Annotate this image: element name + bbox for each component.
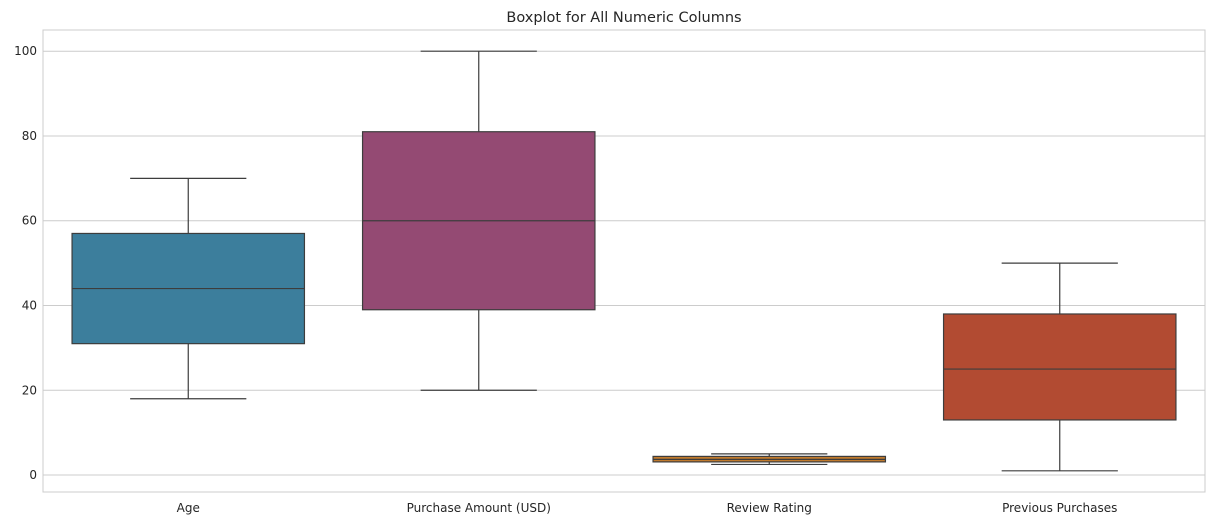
y-tick-label: 60 xyxy=(22,214,37,228)
plot-frame xyxy=(42,29,1206,493)
box-previous-purchases xyxy=(942,262,1177,472)
y-tick-label: 40 xyxy=(22,299,37,313)
box-age xyxy=(71,177,306,400)
y-tick-layer: 0 20 40 60 80 100 xyxy=(14,44,37,482)
iqr-box xyxy=(942,313,1177,421)
box-review-rating xyxy=(652,453,887,466)
box-purchase-amount-usd xyxy=(361,50,596,391)
x-tick-label: Previous Purchases xyxy=(1002,501,1117,515)
x-tick-label: Purchase Amount (USD) xyxy=(407,501,551,515)
y-tick-label: 100 xyxy=(14,44,37,58)
chart-title: Boxplot for All Numeric Columns xyxy=(506,10,741,26)
x-tick-label: Age xyxy=(177,501,200,515)
x-tick-layer: Age Purchase Amount (USD) Review Rating Pre… xyxy=(177,501,1118,515)
y-tick-label: 80 xyxy=(22,129,37,143)
y-tick-label: 20 xyxy=(22,383,37,397)
box-layer xyxy=(71,50,1177,472)
x-tick-label: Review Rating xyxy=(727,501,812,515)
y-tick-label: 0 xyxy=(29,468,37,482)
